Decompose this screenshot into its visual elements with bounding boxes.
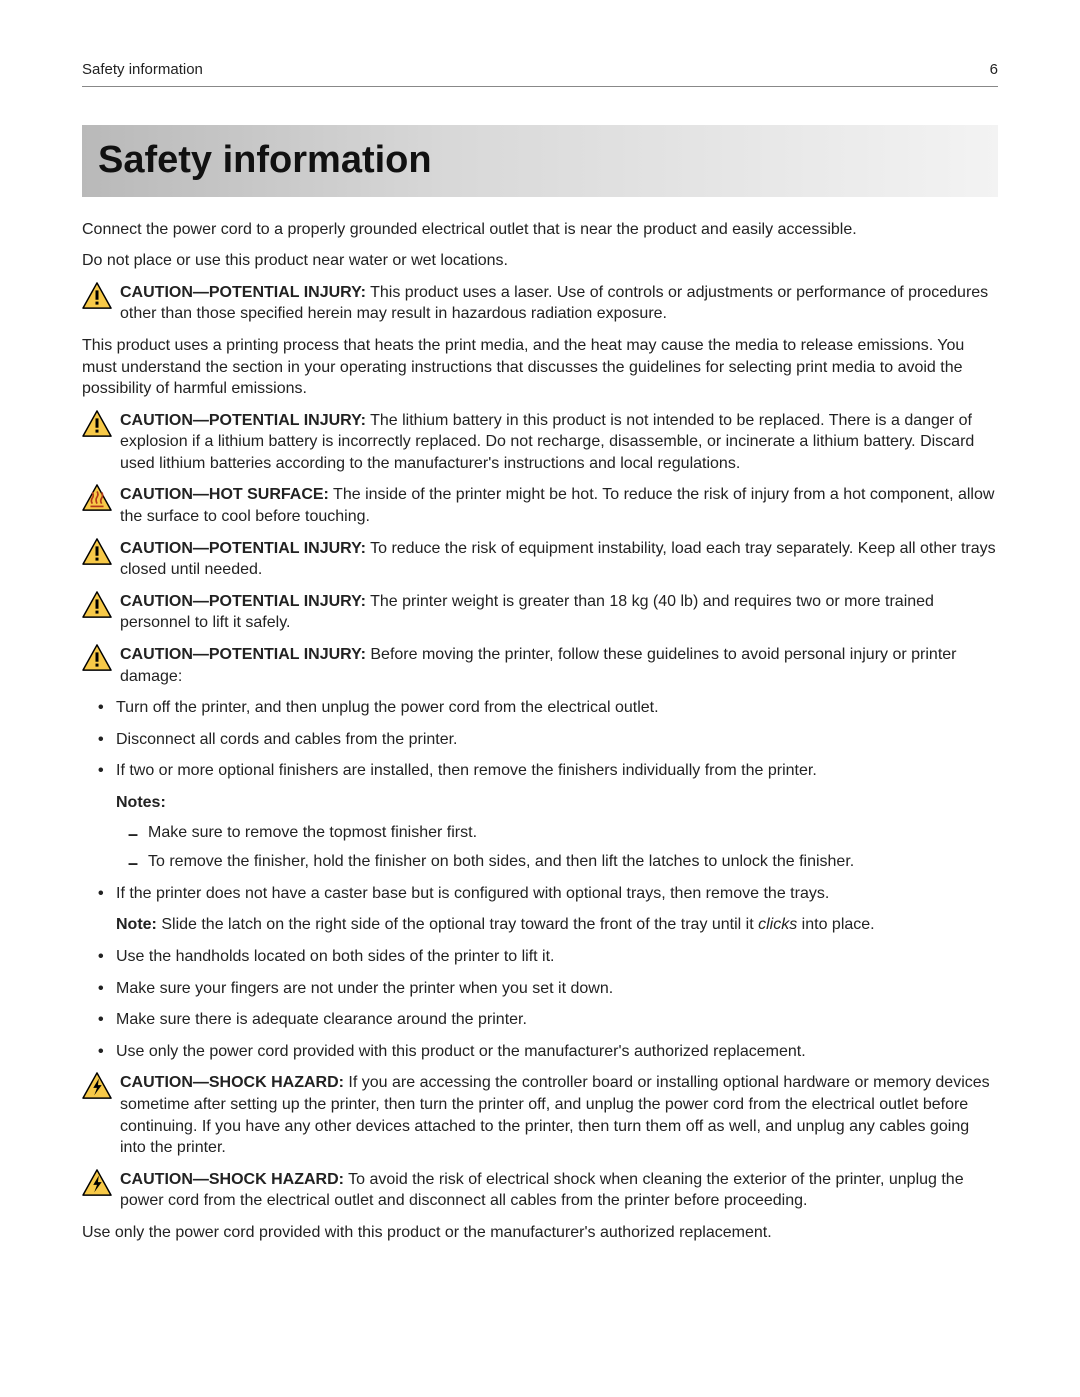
list-item: Make sure to remove the topmost finisher… bbox=[82, 822, 998, 844]
list-item: If two or more optional finishers are in… bbox=[82, 760, 998, 782]
intro-paragraph: Connect the power cord to a properly gro… bbox=[82, 219, 998, 241]
caution-text: CAUTION—POTENTIAL INJURY: To reduce the … bbox=[120, 538, 998, 581]
page-title: Safety information bbox=[98, 135, 982, 186]
caution-block: CAUTION—HOT SURFACE: The inside of the p… bbox=[82, 484, 998, 527]
caution-block: CAUTION—SHOCK HAZARD: If you are accessi… bbox=[82, 1072, 998, 1158]
caution-text: CAUTION—SHOCK HAZARD: To avoid the risk … bbox=[120, 1169, 998, 1212]
caution-block: CAUTION—POTENTIAL INJURY: The lithium ba… bbox=[82, 410, 998, 475]
caution-text: CAUTION—POTENTIAL INJURY: The lithium ba… bbox=[120, 410, 998, 475]
header-title: Safety information bbox=[82, 60, 203, 80]
sub-note: Note: Slide the latch on the right side … bbox=[116, 914, 998, 936]
note-label: Note: bbox=[116, 916, 157, 933]
caution-text: CAUTION—POTENTIAL INJURY: This product u… bbox=[120, 282, 998, 325]
caution-label: CAUTION—POTENTIAL INJURY: bbox=[120, 284, 366, 301]
bullet-list: Use the handholds located on both sides … bbox=[82, 946, 998, 1062]
list-item: Use the handholds located on both sides … bbox=[82, 946, 998, 968]
list-item: If the printer does not have a caster ba… bbox=[82, 883, 998, 905]
notes-label: Notes: bbox=[116, 792, 998, 814]
caution-block: CAUTION—POTENTIAL INJURY: This product u… bbox=[82, 282, 998, 325]
caution-label: CAUTION—HOT SURFACE: bbox=[120, 486, 329, 503]
intro-paragraph: Do not place or use this product near wa… bbox=[82, 250, 998, 272]
page-header: Safety information 6 bbox=[82, 60, 998, 87]
caution-text: CAUTION—POTENTIAL INJURY: Before moving … bbox=[120, 644, 998, 687]
content-area: Connect the power cord to a properly gro… bbox=[82, 219, 998, 1244]
closing-paragraph: Use only the power cord provided with th… bbox=[82, 1222, 998, 1244]
caution-block: CAUTION—POTENTIAL INJURY: Before moving … bbox=[82, 644, 998, 687]
caution-text: CAUTION—HOT SURFACE: The inside of the p… bbox=[120, 484, 998, 527]
header-page-number: 6 bbox=[990, 60, 998, 80]
title-bar: Safety information bbox=[82, 125, 998, 196]
warning-triangle-icon bbox=[82, 282, 116, 317]
list-item: Make sure there is adequate clearance ar… bbox=[82, 1009, 998, 1031]
caution-text: CAUTION—SHOCK HAZARD: If you are accessi… bbox=[120, 1072, 998, 1158]
shock-hazard-icon bbox=[82, 1169, 116, 1204]
note-text: Slide the latch on the right side of the… bbox=[157, 916, 875, 933]
caution-text: CAUTION—POTENTIAL INJURY: The printer we… bbox=[120, 591, 998, 634]
caution-label: CAUTION—POTENTIAL INJURY: bbox=[120, 412, 366, 429]
hot-surface-icon bbox=[82, 484, 116, 519]
caution-label: CAUTION—POTENTIAL INJURY: bbox=[120, 540, 366, 557]
caution-label: CAUTION—POTENTIAL INJURY: bbox=[120, 593, 366, 610]
mid-paragraph: This product uses a printing process tha… bbox=[82, 335, 998, 400]
caution-block: CAUTION—POTENTIAL INJURY: To reduce the … bbox=[82, 538, 998, 581]
bullet-list: If the printer does not have a caster ba… bbox=[82, 883, 998, 905]
shock-hazard-icon bbox=[82, 1072, 116, 1107]
warning-triangle-icon bbox=[82, 538, 116, 573]
warning-triangle-icon bbox=[82, 410, 116, 445]
warning-triangle-icon bbox=[82, 644, 116, 679]
list-item: Turn off the printer, and then unplug th… bbox=[82, 697, 998, 719]
list-item: Use only the power cord provided with th… bbox=[82, 1041, 998, 1063]
caution-label: CAUTION—POTENTIAL INJURY: bbox=[120, 646, 366, 663]
caution-label: CAUTION—SHOCK HAZARD: bbox=[120, 1074, 344, 1091]
list-item: Make sure your fingers are not under the… bbox=[82, 978, 998, 1000]
caution-block: CAUTION—POTENTIAL INJURY: The printer we… bbox=[82, 591, 998, 634]
warning-triangle-icon bbox=[82, 591, 116, 626]
bullet-list: Turn off the printer, and then unplug th… bbox=[82, 697, 998, 782]
list-item: To remove the finisher, hold the finishe… bbox=[82, 851, 998, 873]
caution-block: CAUTION—SHOCK HAZARD: To avoid the risk … bbox=[82, 1169, 998, 1212]
list-item: Disconnect all cords and cables from the… bbox=[82, 729, 998, 751]
caution-label: CAUTION—SHOCK HAZARD: bbox=[120, 1171, 344, 1188]
dash-list: Make sure to remove the topmost finisher… bbox=[82, 822, 998, 873]
